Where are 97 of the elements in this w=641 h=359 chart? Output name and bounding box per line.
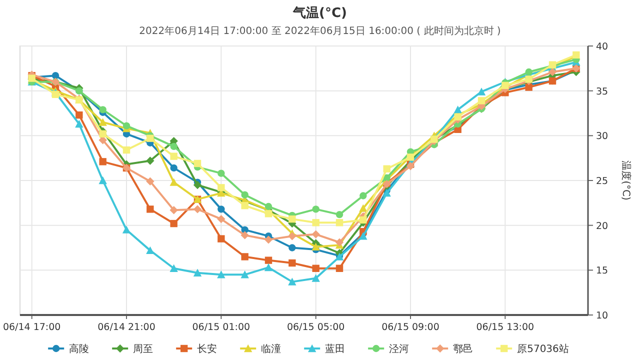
point [264,256,272,264]
point [383,165,390,172]
point [240,231,249,240]
point [146,134,154,142]
point [312,206,320,213]
legend-label: 临潼 [261,344,282,355]
point [52,72,60,80]
point [264,263,273,272]
point [218,235,225,242]
ylabel: 温度(°C) [620,160,631,200]
point [217,214,226,224]
point [170,220,178,228]
point [288,259,296,267]
point [218,184,225,192]
xtick: 06/15 05:00 [286,322,345,333]
legend-label: 周至 [133,344,154,355]
xtick: 06/15 01:00 [192,322,250,333]
point [218,206,225,213]
point [382,188,391,197]
point [288,278,296,286]
point [288,215,296,223]
point [264,210,272,218]
ytick: 40 [596,42,608,52]
point [525,68,532,76]
point [406,162,415,170]
point [478,97,486,104]
legend-label: 泾河 [389,344,410,355]
point [360,216,367,224]
point [336,264,344,272]
point [548,68,557,76]
point [454,106,462,114]
point [193,205,202,214]
point [75,120,84,128]
point [312,264,320,272]
point [98,176,107,184]
title: 气温(°C) [293,6,347,21]
ytick: 25 [596,176,608,187]
point [122,122,130,130]
point [312,242,320,250]
point [98,136,107,144]
point [99,106,106,114]
ytick: 30 [596,131,608,142]
point [170,264,178,272]
point [170,152,178,160]
point [146,156,154,165]
point [170,164,178,172]
point [264,236,273,244]
point [359,204,368,212]
point [99,130,106,138]
point [336,210,344,218]
point [288,232,296,240]
ytick: 35 [596,86,608,98]
point [525,76,532,83]
ytick: 10 [596,310,608,322]
point [335,238,344,246]
point [241,191,248,198]
point [240,270,249,278]
point [360,192,367,200]
point [525,84,532,91]
xtick: 06/15 13:00 [476,322,534,333]
point [312,219,320,226]
point [146,177,154,186]
point [122,146,130,154]
legend-label: 鄠邑 [453,344,474,355]
legend-label: 蓝田 [325,344,346,355]
ytick: 20 [596,220,608,232]
xtick: 06/15 09:00 [382,322,440,333]
point [99,158,106,166]
point [98,118,107,126]
point [76,111,83,119]
point [336,219,344,226]
xtick: 06/14 17:00 [2,322,61,333]
xtick: 06/14 21:00 [98,322,156,333]
point [312,274,320,282]
subtitle: 2022年06月14日 17:00:00 至 2022年06月15日 16:00:00 ( 此时间为北京时 ) [139,26,501,37]
ytick: 15 [596,266,608,277]
point [359,232,368,240]
point [264,202,272,210]
point [146,246,154,254]
point [241,202,248,210]
point [170,206,178,214]
point [218,170,225,177]
point [477,88,486,96]
point [454,113,462,120]
point [194,160,202,168]
legend-label: 原57036站 [517,344,569,355]
legend-label: 长安 [197,344,218,355]
point [241,253,248,260]
point [288,244,296,252]
point [193,180,202,190]
point [217,270,226,278]
point [170,142,178,150]
point [193,268,202,276]
point [312,230,320,238]
point [170,178,178,186]
point [146,206,154,213]
legend-label: 高陵 [69,344,90,355]
